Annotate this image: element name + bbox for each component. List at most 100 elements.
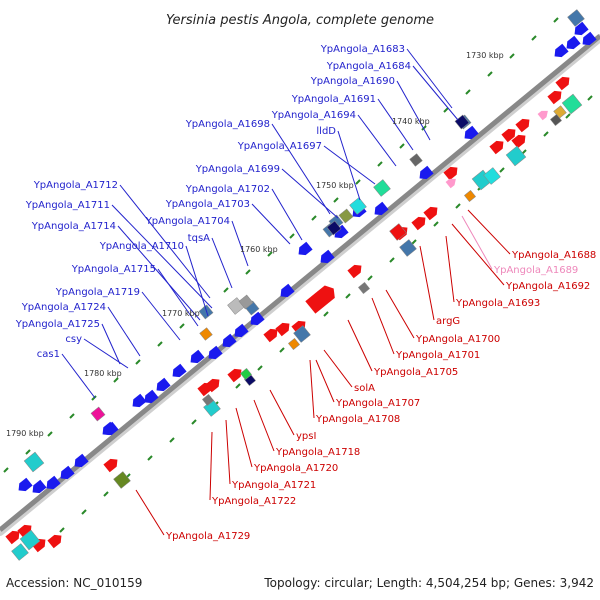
gene-minus-strand [554, 43, 569, 58]
label-leader-line [269, 389, 295, 436]
gene-label-minus: YpAngola_A1703 [165, 199, 250, 210]
gene-label-pseudo: YpAngola_A1689 [493, 265, 578, 276]
gene-plus-strand [291, 320, 306, 335]
gene-pseudo [445, 178, 456, 189]
gene-label-minus: YpAngola_A1699 [195, 164, 280, 175]
gene-minus-strand-box [23, 451, 45, 473]
tick-upper [377, 161, 383, 167]
label-leader-line [211, 237, 233, 289]
gene-minus-strand [320, 249, 335, 264]
gene-label-minus: YpAngola_A1691 [291, 94, 376, 105]
tick-upper [487, 71, 493, 77]
label-leader-line [467, 209, 511, 255]
gene-plus-strand [501, 128, 516, 143]
gene-plus-strand-box [288, 338, 300, 350]
gene-plus-strand [547, 90, 562, 105]
gene-plus-strand-box [389, 223, 407, 241]
gene-label-minus: YpAngola_A1702 [185, 184, 270, 195]
gene-pseudo [537, 110, 548, 121]
accession-text: Accession: NC_010159 [6, 576, 142, 590]
backbone-line [0, 34, 600, 532]
gene-label-minus: cas1 [37, 349, 60, 360]
gene-label-minus: YpAngola_A1719 [55, 287, 140, 298]
tick-upper [179, 323, 185, 329]
tick-lower [323, 311, 329, 317]
tick-upper [311, 215, 317, 221]
gene-plus-strand-box [505, 145, 527, 167]
genome-backbone [0, 34, 600, 536]
tick-lower [433, 221, 439, 227]
kbp-label: 1740 kbp [392, 117, 430, 126]
tick-lower [81, 509, 87, 515]
label-leader-line [101, 323, 121, 365]
gene-features [5, 9, 597, 561]
label-leader-line [209, 431, 213, 501]
gene-plus-strand-box [561, 93, 583, 115]
gene-plus-strand-box [358, 282, 370, 294]
tick-lower [169, 437, 175, 443]
gene-minus-strand [298, 241, 313, 256]
label-leader-line [451, 223, 505, 286]
tick-lower [235, 383, 241, 389]
gene-plus-strand [411, 216, 426, 231]
gene-minus-strand [46, 475, 61, 490]
tick-upper [47, 431, 53, 437]
gene-label-minus: tqsA [188, 233, 210, 244]
gene-label-plus: YpAngola_A1705 [373, 367, 458, 378]
kbp-label: 1780 kbp [84, 369, 122, 378]
gene-label-minus: YpAngola_A1704 [145, 216, 230, 227]
label-leader-line [377, 98, 414, 151]
gene-minus-strand-box [567, 9, 585, 27]
gene-minus-strand [464, 125, 479, 140]
label-leader-line [83, 338, 129, 369]
label-leader-line [461, 215, 493, 270]
gene-plus-strand [555, 76, 570, 91]
gene-minus-strand [74, 453, 89, 468]
gene-plus-strand [443, 166, 458, 181]
gene-label-minus: YpAngola_A1698 [185, 119, 270, 130]
gene-plus-strand-box [113, 471, 131, 489]
gene-plus-strand [275, 322, 290, 337]
gene-label-minus: YpAngola_A1714 [31, 221, 116, 232]
gene-label-minus: YpAngola_A1710 [99, 241, 184, 252]
gene-plus-strand-box [202, 394, 214, 406]
label-leader-line [235, 407, 253, 468]
tick-upper [509, 53, 515, 59]
gene-label-minus: YpAngola_A1683 [320, 44, 405, 55]
gene-label-plus: YpAngola_A1722 [211, 496, 296, 507]
gene-label-plus: YpAngola_A1721 [231, 480, 316, 491]
gene-minus-strand [102, 421, 117, 436]
gene-plus-strand [103, 458, 118, 473]
gene-plus-strand [197, 382, 212, 397]
gene-plus-strand [511, 134, 526, 149]
tick-lower [587, 95, 593, 101]
gene-minus-strand-box [198, 304, 214, 320]
label-leader-line [281, 168, 339, 219]
label-leader-line [385, 289, 415, 339]
gene-minus-strand-box [238, 294, 254, 310]
gene-minus-strand [582, 31, 597, 46]
gene-minus-strand-box [199, 327, 213, 341]
kbp-label: 1790 kbp [6, 429, 44, 438]
map-title: Yersinia pestis Angola, complete genome [166, 13, 434, 28]
label-leader-line [119, 184, 211, 299]
gene-minus-strand-box [409, 153, 423, 167]
tick-lower [455, 203, 461, 209]
tick-lower [499, 167, 505, 173]
gene-minus-strand-box [338, 208, 354, 224]
gene-plus-strand [515, 118, 530, 133]
gene-label-minus: YpAngola_A1694 [271, 110, 356, 121]
gene-plus-strand [423, 206, 438, 221]
label-leader-line [135, 489, 165, 536]
gene-plus-strand-box [19, 529, 41, 551]
label-leader-line [271, 123, 331, 215]
label-leader-line [315, 359, 335, 403]
gene-label-minus: YpAngola_A1724 [21, 302, 106, 313]
label-leader-line [419, 245, 435, 321]
gene-plus-strand-box [11, 543, 29, 561]
tick-upper [289, 233, 295, 239]
kbp-label: 1760 kbp [240, 245, 278, 254]
tick-lower [345, 293, 351, 299]
gene-minus-strand-box [326, 220, 342, 236]
label-leader-lines [61, 48, 511, 536]
